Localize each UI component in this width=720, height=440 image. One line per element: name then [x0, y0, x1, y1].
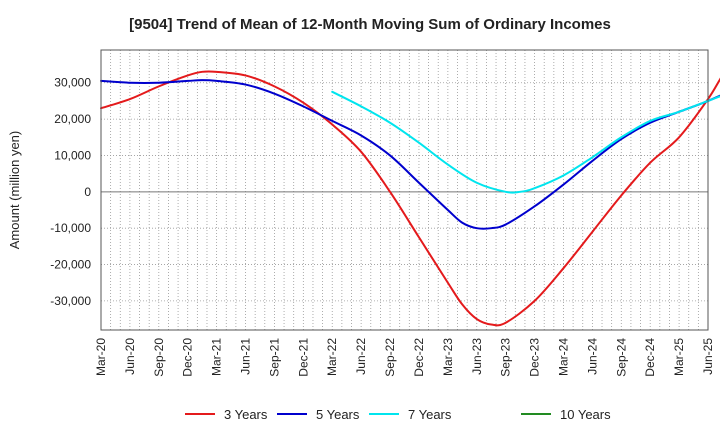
series-line-5-years: [100, 79, 720, 230]
grid: [101, 50, 708, 330]
x-tick-label: Dec-22: [412, 338, 426, 377]
x-axis-ticks: Mar-20 Jun-20 Sep-20 Dec-20 Mar-21 Jun-21 Sep-…: [94, 338, 715, 377]
legend: 3 Years 5 Years 7 Years 10 Years: [185, 407, 611, 422]
x-tick-label: Jun-21: [239, 338, 253, 375]
x-tick-label: Jun-23: [470, 338, 484, 375]
y-tick-label: -30,000: [50, 294, 91, 308]
x-tick-label: Sep-21: [267, 338, 281, 377]
x-tick-label: Mar-22: [325, 338, 339, 376]
y-axis-label: Amount (million yen): [7, 131, 22, 250]
x-tick-label: Mar-20: [94, 338, 108, 376]
x-tick-label: Mar-24: [556, 338, 570, 376]
series-group: [100, 70, 720, 327]
x-tick-label: Jun-25: [701, 338, 715, 375]
y-tick-label: 0: [84, 185, 91, 199]
legend-label: 10 Years: [560, 407, 611, 422]
chart-title: [9504] Trend of Mean of 12-Month Moving …: [129, 16, 611, 33]
x-tick-label: Sep-20: [152, 338, 166, 377]
legend-label: 7 Years: [408, 407, 452, 422]
x-tick-label: Jun-22: [354, 338, 368, 375]
series-line-7-years: [331, 90, 720, 194]
y-tick-label: -20,000: [50, 258, 91, 272]
x-tick-label: Dec-20: [181, 338, 195, 377]
y-axis-ticks: 30,000 20,000 10,000 0 -10,000 -20,000 -30,000: [50, 76, 91, 308]
y-tick-label: -10,000: [50, 221, 91, 235]
y-tick-label: 20,000: [54, 112, 91, 126]
x-tick-label: Mar-21: [210, 338, 224, 376]
x-tick-label: Mar-25: [672, 338, 686, 376]
legend-label: 3 Years: [224, 407, 268, 422]
x-tick-label: Dec-23: [528, 338, 542, 377]
y-tick-label: 30,000: [54, 76, 91, 90]
x-tick-label: Mar-23: [441, 338, 455, 376]
y-tick-label: 10,000: [54, 148, 91, 162]
x-tick-label: Jun-24: [585, 338, 599, 375]
x-tick-label: Dec-24: [643, 338, 657, 377]
series-line-3-years: [100, 70, 720, 327]
x-tick-label: Sep-23: [499, 338, 513, 377]
legend-label: 5 Years: [316, 407, 360, 422]
x-tick-label: Jun-20: [123, 338, 137, 375]
x-tick-label: Dec-21: [296, 338, 310, 377]
x-tick-label: Sep-22: [383, 338, 397, 377]
x-tick-label: Sep-24: [614, 338, 628, 377]
plot-frame: [100, 49, 709, 331]
